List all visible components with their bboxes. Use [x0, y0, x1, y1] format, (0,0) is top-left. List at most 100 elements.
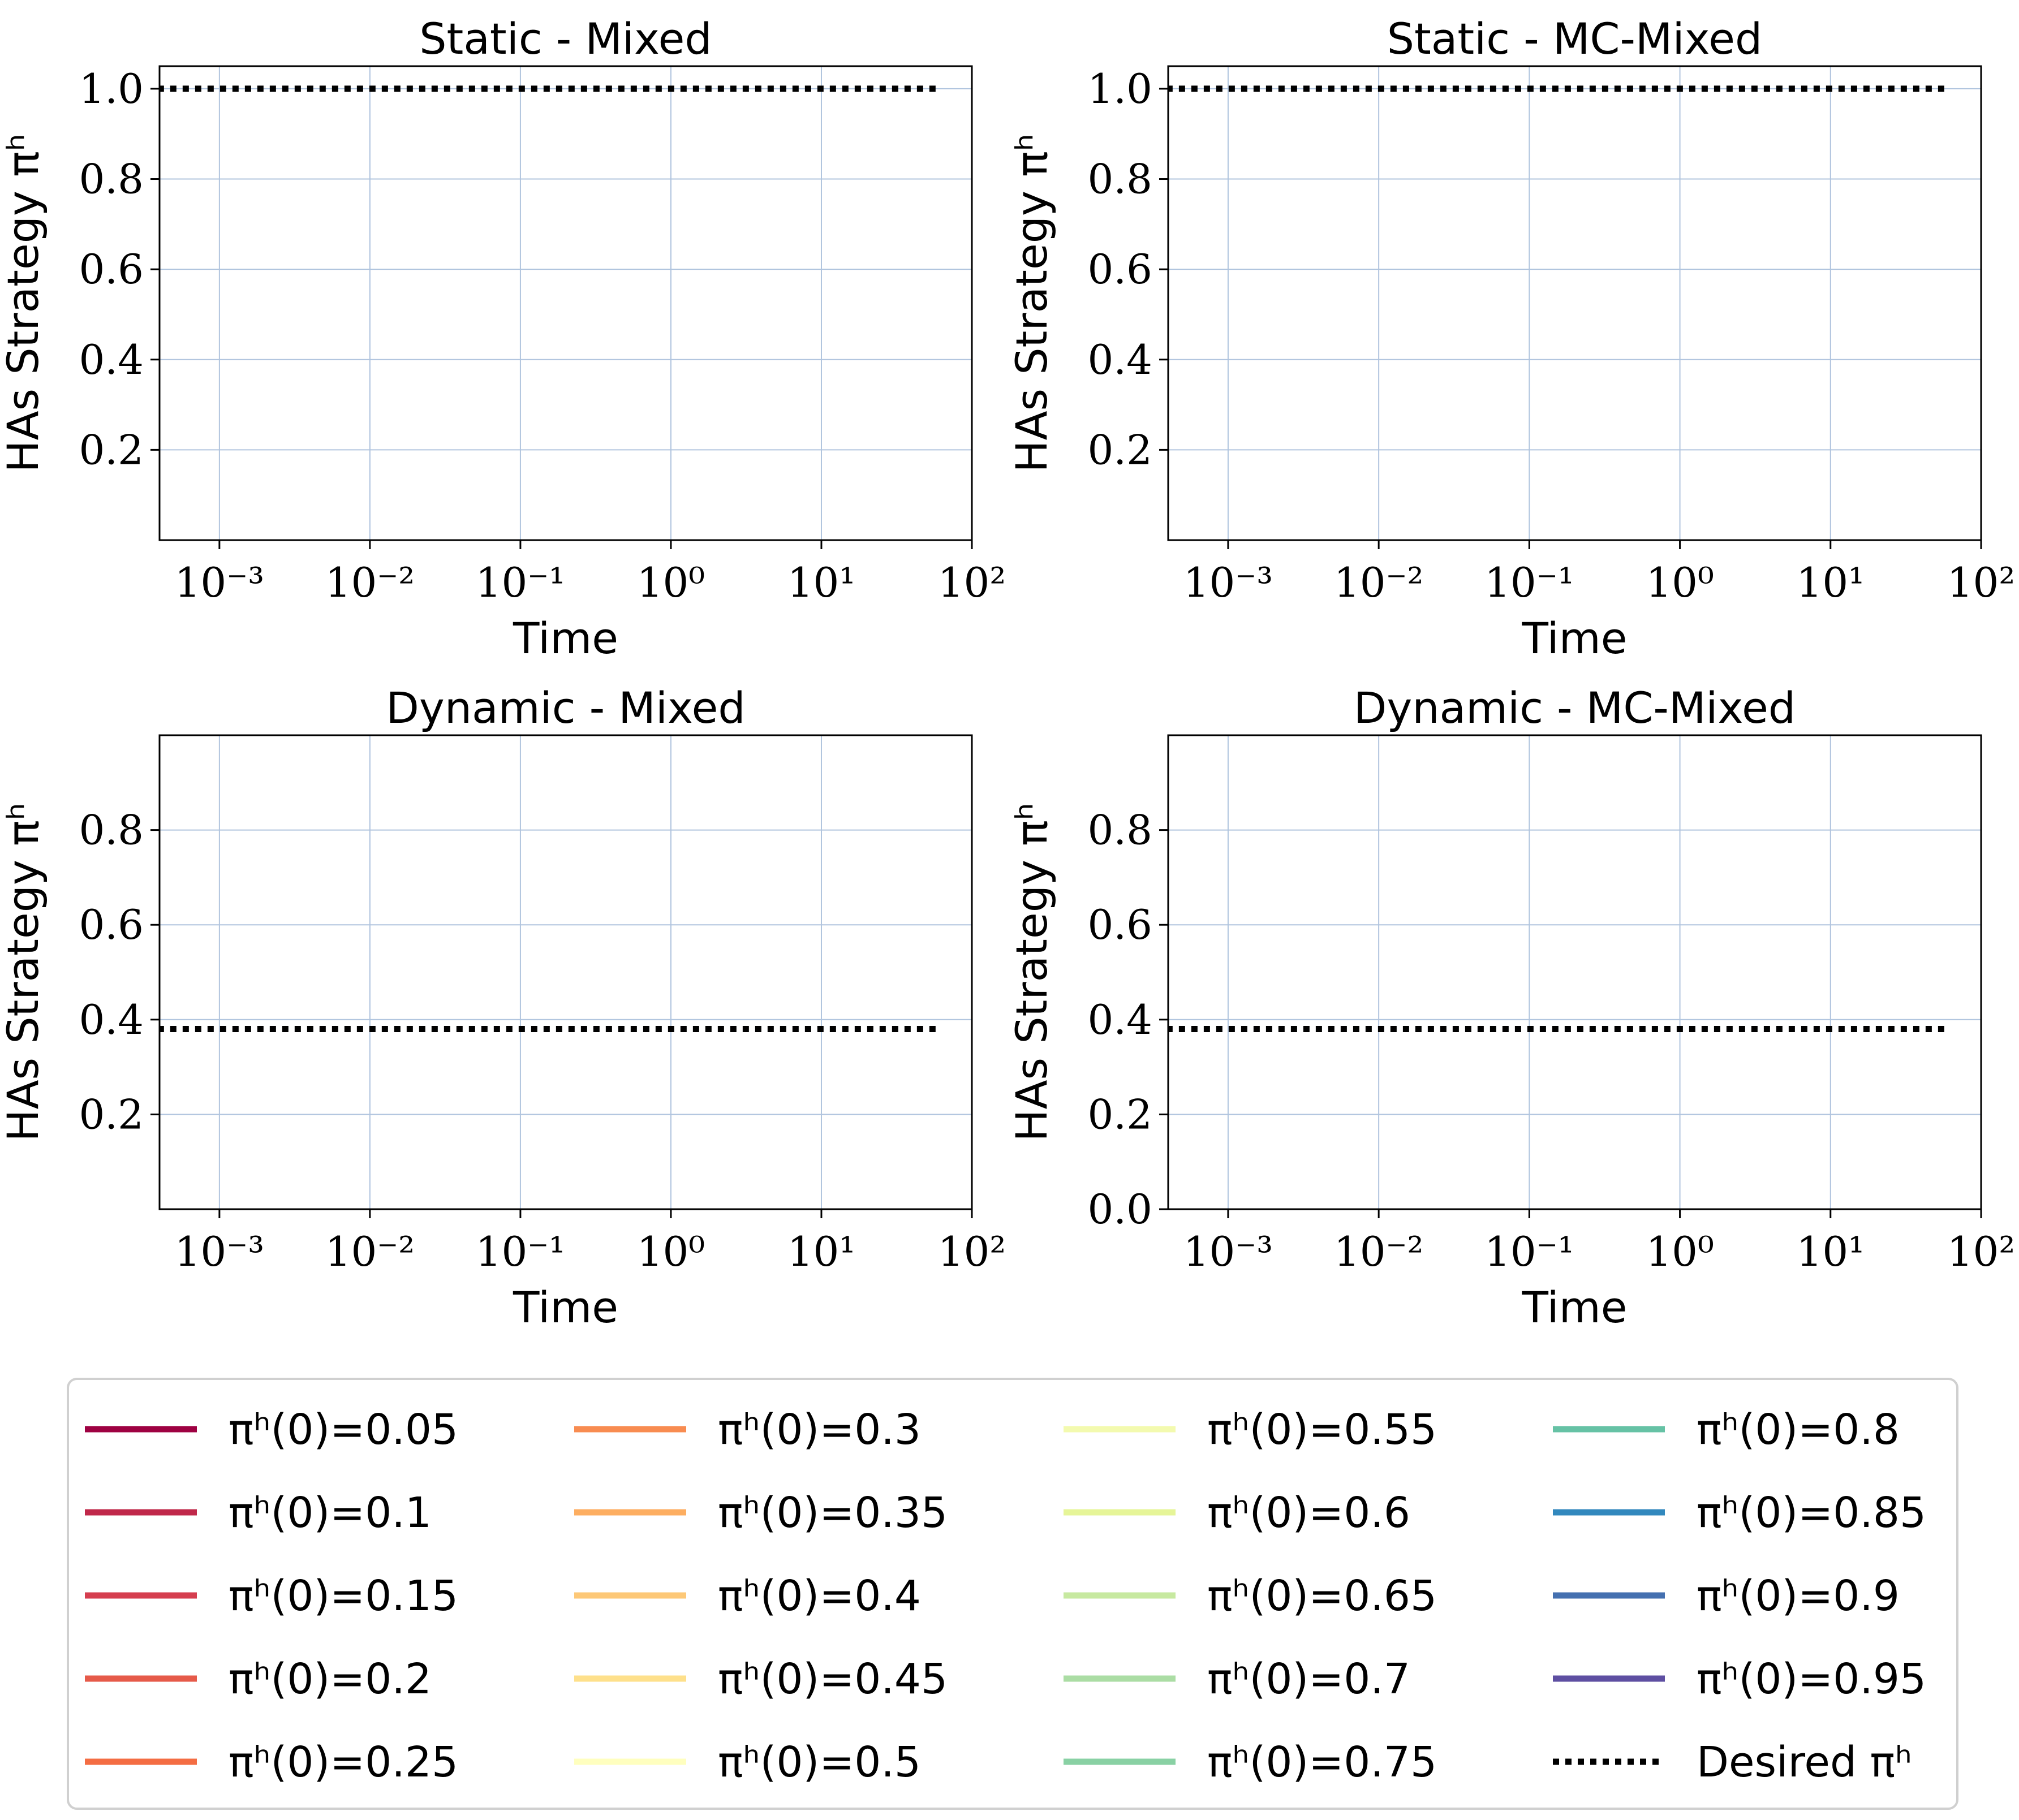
x-axis-label: Time: [1522, 613, 1628, 663]
y-tick-label: 0.4: [1087, 336, 1152, 383]
x-tick-label: 10¹: [1797, 559, 1865, 606]
y-tick-label: 0.8: [1087, 807, 1152, 854]
y-axis-label: HAs Strategy πʰ: [1006, 133, 1057, 472]
legend-label: πʰ(0)=0.95: [1697, 1655, 1926, 1703]
grid: [1168, 735, 1982, 1210]
legend-label: πʰ(0)=0.55: [1207, 1405, 1437, 1454]
legend-label: πʰ(0)=0.2: [229, 1655, 432, 1703]
legend-item: πʰ(0)=0.35: [574, 1489, 948, 1537]
x-tick-label: 10¹: [1797, 1228, 1865, 1275]
legend: πʰ(0)=0.05 πʰ(0)=0.1 πʰ(0)=0.15 πʰ(0)=0.2 πʰ…: [67, 1378, 1958, 1810]
y-tick-label: 0.2: [79, 1090, 144, 1138]
legend-item: πʰ(0)=0.15: [85, 1572, 458, 1620]
legend-label: πʰ(0)=0.65: [1207, 1572, 1437, 1620]
x-tick-label: 10²: [1947, 559, 2015, 606]
legend-label: πʰ(0)=0.15: [229, 1572, 458, 1620]
legend-label: πʰ(0)=0.05: [229, 1405, 458, 1454]
legend-label: πʰ(0)=0.5: [718, 1738, 921, 1787]
y-axis-label: HAs Strategy πʰ: [0, 133, 48, 472]
legend-item: Desired πʰ: [1553, 1738, 1912, 1787]
y-tick-label: 0.6: [1087, 245, 1152, 293]
x-tick-label: 10⁻²: [325, 1228, 415, 1275]
axes-frame: [1167, 734, 1982, 1210]
legend-item: πʰ(0)=0.6: [1064, 1489, 1410, 1537]
legend-label: πʰ(0)=0.1: [229, 1489, 432, 1537]
x-axis-label: Time: [513, 613, 618, 663]
legend-item: πʰ(0)=0.85: [1553, 1489, 1926, 1537]
legend-label: πʰ(0)=0.25: [229, 1738, 458, 1787]
x-tick-label: 10⁻²: [1334, 1228, 1423, 1275]
axes-frame: [158, 734, 973, 1210]
legend-item: πʰ(0)=0.25: [85, 1738, 458, 1787]
grid: [1168, 66, 1982, 540]
y-axis-label: HAs Strategy πʰ: [1006, 803, 1057, 1141]
x-tick-label: 10⁰: [637, 1228, 705, 1275]
x-tick-label: 10⁻¹: [1484, 559, 1574, 606]
x-tick-label: 10⁻³: [1183, 559, 1273, 606]
x-tick-label: 10⁻¹: [476, 1228, 565, 1275]
x-tick-label: 10⁰: [1646, 559, 1714, 606]
legend-label: πʰ(0)=0.35: [718, 1489, 948, 1537]
x-tick-label: 10⁻²: [325, 559, 415, 606]
chart-title: Dynamic - MC-Mixed: [1354, 683, 1796, 733]
legend-frame: [67, 1378, 1958, 1810]
legend-item: πʰ(0)=0.65: [1064, 1572, 1437, 1620]
x-tick-label: 10⁻¹: [476, 559, 565, 606]
axes-frame: [158, 65, 973, 541]
legend-item: πʰ(0)=0.2: [85, 1655, 432, 1703]
legend-label: πʰ(0)=0.7: [1207, 1655, 1410, 1703]
legend-item: πʰ(0)=0.45: [574, 1655, 948, 1703]
x-tick-label: 10⁻³: [175, 1228, 264, 1275]
legend-item: πʰ(0)=0.9: [1553, 1572, 1900, 1620]
legend-label: πʰ(0)=0.85: [1697, 1489, 1926, 1537]
x-tick-label: 10⁰: [1646, 1228, 1714, 1275]
x-tick-label: 10¹: [787, 559, 855, 606]
x-tick-label: 10⁻²: [1334, 559, 1423, 606]
legend-item: πʰ(0)=0.5: [574, 1738, 921, 1787]
legend-item: πʰ(0)=0.4: [574, 1572, 921, 1620]
legend-label: πʰ(0)=0.75: [1207, 1738, 1437, 1787]
y-tick-label: 0.4: [1087, 996, 1152, 1043]
legend-label: πʰ(0)=0.4: [718, 1572, 921, 1620]
x-tick-label: 10⁰: [637, 559, 705, 606]
legend-label: πʰ(0)=0.9: [1697, 1572, 1900, 1620]
y-tick-label: 0.4: [79, 996, 144, 1043]
chart-title: Dynamic - Mixed: [386, 683, 745, 733]
legend-label: πʰ(0)=0.8: [1697, 1405, 1900, 1454]
y-tick-label: 0.8: [1087, 156, 1152, 203]
grid: [160, 66, 972, 540]
x-axis-label: Time: [513, 1282, 618, 1332]
chart-title: Static - MC-Mixed: [1387, 14, 1762, 64]
y-tick-label: 0.2: [79, 426, 144, 473]
legend-label: πʰ(0)=0.45: [718, 1655, 948, 1703]
legend-item: πʰ(0)=0.55: [1064, 1405, 1437, 1454]
legend-item: πʰ(0)=0.05: [85, 1405, 458, 1454]
y-tick-label: 0.2: [1087, 426, 1152, 473]
x-tick-label: 10⁻³: [1183, 1228, 1273, 1275]
y-tick-label: 0.6: [79, 901, 144, 948]
y-tick-label: 0.6: [79, 245, 144, 293]
chart-panel-1: 10⁻³ 10⁻² 10⁻¹ 10⁰ 10¹ 10² 0.2 0.4 0.6 0.8 1.0 Stat…: [0, 14, 1006, 663]
y-tick-label: 1.0: [79, 65, 144, 113]
y-tick-label: 0.8: [79, 156, 144, 203]
chart-panel-2: 10⁻³ 10⁻² 10⁻¹ 10⁰ 10¹ 10² 0.2 0.4 0.6 0.8 1.0 Stat…: [1006, 14, 2015, 663]
legend-item: πʰ(0)=0.95: [1553, 1655, 1926, 1703]
legend-item: πʰ(0)=0.75: [1064, 1738, 1437, 1787]
y-tick-label: 0.2: [1087, 1090, 1152, 1138]
y-tick-label: 0.8: [79, 807, 144, 854]
y-tick-label: 0.6: [1087, 901, 1152, 948]
x-tick-label: 10⁻¹: [1484, 1228, 1574, 1275]
legend-label: πʰ(0)=0.3: [718, 1405, 921, 1454]
y-tick-label: 0.0: [1087, 1185, 1152, 1233]
grid: [160, 735, 972, 1209]
legend-item: πʰ(0)=0.7: [1064, 1655, 1410, 1703]
x-axis-label: Time: [1522, 1282, 1628, 1332]
x-tick-label: 10²: [938, 559, 1006, 606]
legend-label: πʰ(0)=0.6: [1207, 1489, 1410, 1537]
legend-item: πʰ(0)=0.8: [1553, 1405, 1900, 1454]
axes-frame: [1167, 65, 1982, 541]
x-tick-label: 10²: [1947, 1228, 2015, 1275]
x-tick-label: 10²: [938, 1228, 1006, 1275]
x-tick-label: 10¹: [787, 1228, 855, 1275]
